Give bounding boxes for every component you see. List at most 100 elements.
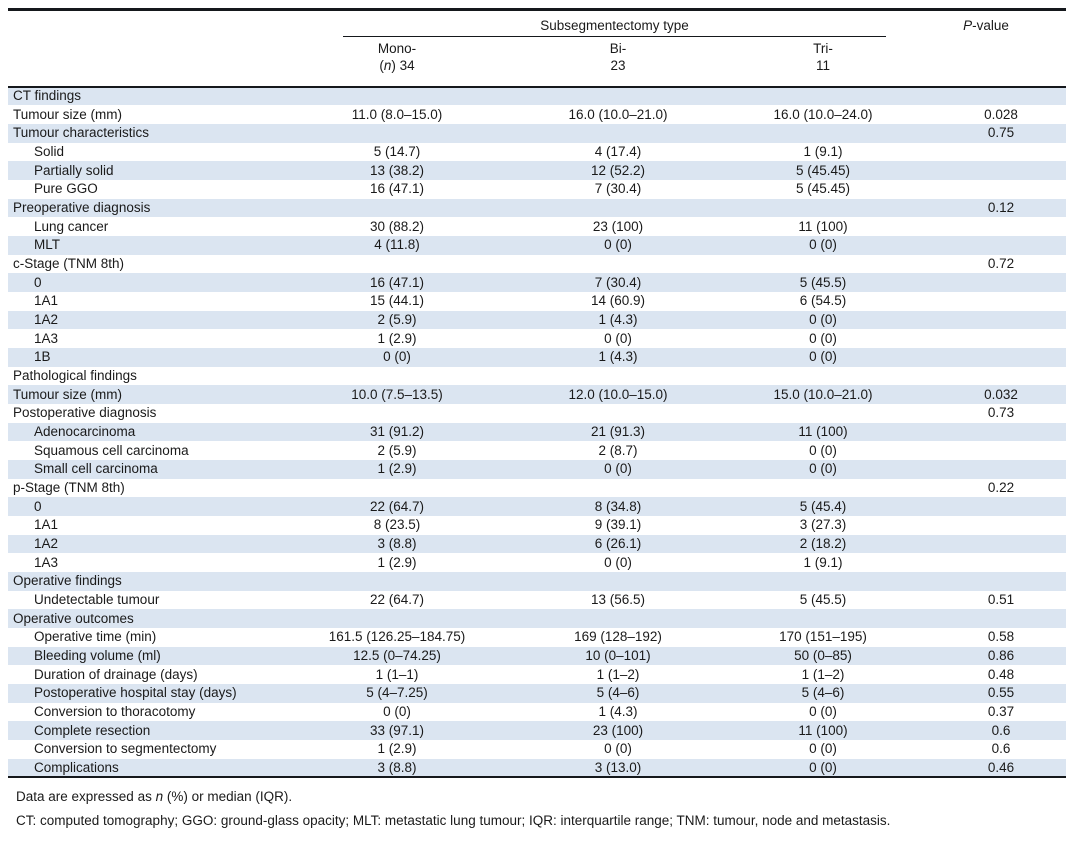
table-row: Undetectable tumour 22 (64.7) 13 (56.5) 5 (… — [8, 591, 1066, 610]
p-value — [906, 217, 1066, 236]
p-value — [906, 441, 1066, 460]
tri-value — [740, 572, 906, 591]
table-row: Postoperative diagnosis 0.73 — [8, 404, 1066, 423]
p-value — [906, 609, 1066, 628]
p-value: 0.6 — [991, 722, 1011, 738]
table-row: Pure GGO 16 (47.1) 7 (30.4) 5 (45.45) — [8, 180, 1066, 199]
table-row: 1A2 2 (5.9) 1 (4.3) 0 (0) — [8, 310, 1067, 330]
tri-value: 0 (0) — [809, 237, 837, 253]
table-row: Duration of drainage (days) 1 (1–1) 1 (1–2… — [8, 665, 1066, 684]
table-row: 1A3 1 (2.9) 0 (0) 1 (9.1) — [8, 553, 1066, 572]
row-label: Postoperative hospital stay (days) — [34, 685, 237, 701]
table-row: Complete resection 33 (97.1) 23 (100) 11 (1… — [8, 721, 1067, 741]
row-label: Tumour characteristics — [13, 125, 150, 141]
table-header: Subsegmentectomy type P-value Mono- (n) … — [8, 10, 1067, 88]
mono-value — [298, 479, 496, 498]
tri-value: 11 (100) — [798, 722, 848, 738]
p-value — [906, 161, 1066, 180]
mono-value — [298, 404, 496, 423]
row-label: Undetectable tumour — [34, 591, 160, 607]
row-label: 0 — [34, 498, 42, 514]
p-value: 0.75 — [987, 125, 1015, 141]
row-label: 1B — [34, 349, 51, 365]
row-label: Pure GGO — [34, 181, 98, 197]
table-row: Tumour size (mm) 10.0 (7.5–13.5) 12.0 (10.… — [8, 385, 1067, 404]
p-value: 0.12 — [987, 199, 1015, 215]
bi-value: 10 (0–101) — [585, 647, 651, 663]
mono-value: 2 (5.9) — [377, 311, 417, 327]
p-value: 0.48 — [987, 666, 1015, 682]
group-title: Subsegmentectomy type — [540, 17, 689, 33]
row-label: Solid — [34, 143, 65, 159]
mono-value: 11.0 (8.0–15.0) — [351, 106, 443, 122]
group-title-underline: Subsegmentectomy type — [343, 17, 887, 37]
mono-value: 0 (0) — [383, 349, 411, 365]
mono-value: 1 (2.9) — [377, 554, 417, 570]
mono-value: 30 (88.2) — [369, 218, 425, 234]
p-value — [906, 572, 1066, 591]
bi-value — [496, 255, 740, 274]
footnote-n-italic: n — [155, 789, 164, 805]
p-value: 0.22 — [987, 479, 1015, 495]
bi-value: 9 (39.1) — [594, 517, 642, 533]
tri-value: 11 (100) — [798, 218, 848, 234]
mono-value: 10.0 (7.5–13.5) — [351, 386, 443, 402]
footnote-abbreviations: CT: computed tomography; GGO: ground-gla… — [16, 813, 891, 829]
mono-value — [298, 572, 496, 591]
tri-value: 0 (0) — [809, 461, 837, 477]
table-row: Postoperative hospital stay (days) 5 (4–7… — [8, 684, 1067, 703]
mono-value: 33 (97.1) — [369, 722, 425, 738]
tri-value — [740, 199, 906, 218]
p-value — [906, 348, 1066, 367]
mono-value — [298, 199, 496, 218]
column-header-bi: Bi- 23 — [496, 36, 740, 88]
mono-value — [298, 124, 496, 143]
mono-value: 12.5 (0–74.25) — [353, 647, 441, 663]
empty-label-header — [8, 36, 298, 88]
p-value: 0.6 — [991, 741, 1011, 757]
subsegmentectomy-table: Subsegmentectomy type P-value Mono- (n) … — [8, 8, 1067, 779]
table-row: p-Stage (TNM 8th) 0.22 — [8, 479, 1066, 498]
table-row: Bleeding volume (ml) 12.5 (0–74.25) 10 (0–… — [8, 646, 1067, 666]
table-row: 1B 0 (0) 1 (4.3) 0 (0) — [8, 347, 1067, 367]
mono-value: 16 (47.1) — [369, 274, 425, 290]
tri-value — [740, 87, 906, 106]
table-row: Squamous cell carcinoma 2 (5.9) 2 (8.7) 0 (… — [8, 441, 1066, 460]
row-label: Complications — [8, 758, 298, 779]
count-n-italic: n — [383, 57, 392, 73]
row-label: 1A3 — [34, 330, 59, 346]
bi-value: 8 (34.8) — [594, 498, 642, 514]
table-row: Tumour size (mm) 11.0 (8.0–15.0) 16.0 (10.… — [8, 105, 1066, 124]
table-row: CT findings — [8, 86, 1067, 106]
row-label: Operative findings — [13, 573, 122, 589]
table-row: 1A1 8 (23.5) 9 (39.1) 3 (27.3) — [8, 516, 1066, 535]
column-count-tri: 11 — [816, 57, 831, 73]
table-row: Small cell carcinoma 1 (2.9) 0 (0) 0 (0) — [8, 459, 1067, 479]
p-value: 0.86 — [987, 647, 1015, 663]
p-value: 0.37 — [987, 704, 1015, 719]
mono-value: 1 (1–1) — [375, 666, 419, 682]
table-row: 1A3 1 (2.9) 0 (0) 0 (0) — [8, 329, 1066, 348]
p-value — [906, 273, 1066, 292]
mono-value — [298, 255, 496, 274]
mono-value: 15 (44.1) — [369, 293, 425, 309]
footnote-part: Data are expressed as — [16, 789, 156, 805]
tri-value: 1 (9.1) — [803, 554, 843, 570]
bi-value: 6 (26.1) — [594, 535, 642, 551]
table-row: Operative time (min) 161.5 (126.25–184.75… — [8, 628, 1066, 647]
table-row: Conversion to segmentectomy 1 (2.9) 0 (0) 0… — [8, 740, 1066, 759]
bi-value — [496, 404, 740, 423]
table-body: CT findings Tumour size (mm) 11.0 (8.0–15.… — [8, 86, 1067, 779]
bi-value: 7 (30.4) — [594, 181, 642, 197]
tri-value: 15.0 (10.0–21.0) — [773, 386, 873, 402]
row-label: 1A2 — [34, 535, 59, 551]
table-row: Complications 3 (8.8) 3 (13.0) 0 (0) 0.46 — [8, 758, 1067, 779]
tri-value — [740, 124, 906, 143]
p-value — [906, 292, 1066, 311]
column-header-tri: Tri- 11 — [740, 36, 907, 88]
bi-value: 1 (4.3) — [598, 349, 638, 365]
table-row: Tumour characteristics 0.75 — [8, 123, 1067, 143]
table-row: Preoperative diagnosis 0.12 — [8, 198, 1067, 218]
count-value: 34 — [399, 57, 415, 73]
